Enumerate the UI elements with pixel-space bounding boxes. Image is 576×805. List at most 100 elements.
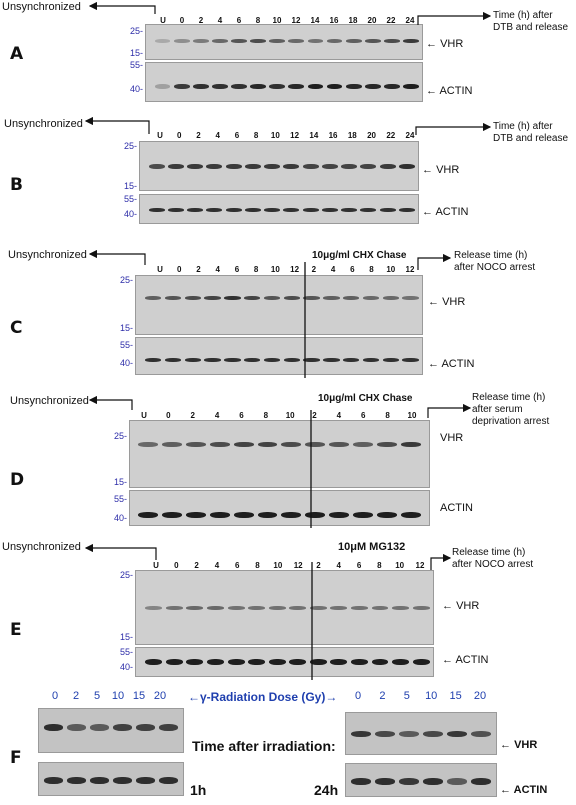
release-arrow-e bbox=[430, 553, 452, 570]
blot-d-vhr bbox=[129, 420, 430, 488]
release-arrow-a bbox=[417, 11, 492, 25]
lane-label: 4 bbox=[336, 561, 341, 570]
band bbox=[224, 296, 241, 301]
band bbox=[329, 512, 350, 519]
band bbox=[66, 724, 87, 732]
lane-label: 12 bbox=[291, 16, 301, 25]
band bbox=[164, 357, 182, 362]
lane-label: 0 bbox=[166, 411, 171, 420]
blot-f-1h-vhr bbox=[38, 708, 184, 753]
band bbox=[161, 442, 182, 448]
band bbox=[326, 38, 343, 43]
unsync-label-a: Unsynchronized bbox=[2, 1, 81, 13]
band bbox=[184, 296, 201, 301]
dose-label: 2 bbox=[379, 690, 386, 702]
unsync-arrow-a bbox=[88, 1, 156, 14]
band bbox=[364, 38, 381, 43]
lane-label: 6 bbox=[234, 265, 240, 274]
condition-label-d: 10μg/ml CHX Chase bbox=[318, 393, 413, 404]
lane-labels-b: U 0 2 4 6 8 10 12 14 16 18 20 22 24 bbox=[0, 131, 576, 141]
mw-markers-d: 25- 15- 55- 40- bbox=[113, 431, 127, 523]
band bbox=[330, 606, 348, 611]
lane-label: 8 bbox=[253, 265, 259, 274]
band bbox=[244, 163, 261, 169]
lane-label: 8 bbox=[385, 411, 390, 420]
dose-label: 15 bbox=[132, 690, 146, 702]
band bbox=[243, 357, 261, 362]
vhr-label-a: ← VHR bbox=[426, 38, 464, 50]
band bbox=[227, 606, 245, 611]
release-arrow-b bbox=[415, 122, 492, 135]
band bbox=[167, 208, 184, 213]
lane-label: 8 bbox=[369, 265, 374, 274]
band bbox=[307, 83, 324, 89]
band bbox=[302, 208, 319, 213]
band bbox=[225, 208, 242, 213]
band bbox=[398, 208, 415, 213]
band bbox=[289, 659, 307, 666]
band bbox=[423, 778, 443, 786]
band bbox=[379, 208, 396, 213]
lane-label: 4 bbox=[215, 265, 220, 274]
lane-label: 10 bbox=[272, 16, 282, 25]
actin-label-a: ← ACTIN bbox=[426, 85, 473, 97]
band bbox=[283, 296, 300, 301]
band bbox=[342, 296, 360, 301]
panel-label-e: E bbox=[10, 620, 22, 640]
band bbox=[303, 296, 320, 301]
band bbox=[148, 163, 165, 169]
band bbox=[187, 208, 204, 213]
band bbox=[137, 442, 158, 448]
band bbox=[192, 38, 209, 43]
band bbox=[112, 724, 133, 732]
lane-label: 24 bbox=[405, 16, 415, 25]
lane-label: 4 bbox=[214, 411, 220, 420]
band bbox=[283, 163, 300, 169]
band bbox=[144, 296, 162, 301]
band bbox=[231, 38, 247, 43]
band bbox=[302, 163, 319, 169]
band bbox=[135, 724, 156, 732]
band bbox=[377, 512, 398, 519]
lane-label: 20 bbox=[367, 131, 376, 140]
band bbox=[350, 659, 368, 666]
band bbox=[371, 606, 389, 611]
band bbox=[307, 38, 324, 43]
actin-label-c: ← ACTIN bbox=[428, 358, 475, 370]
mw-markers-a: 25- 15- 55- 40- bbox=[129, 26, 143, 94]
lane-label: 10 bbox=[273, 561, 283, 570]
band bbox=[399, 731, 419, 738]
vhr-label-f: ← VHR bbox=[500, 739, 538, 751]
vhr-label-d: VHR bbox=[440, 432, 464, 444]
mw-markers-e: 25- 15- 55- 40- bbox=[119, 570, 133, 672]
band bbox=[233, 512, 254, 519]
band bbox=[186, 659, 204, 666]
lane-label: 10 bbox=[270, 131, 280, 140]
band bbox=[167, 163, 184, 169]
band bbox=[173, 38, 190, 43]
lane-label: 10 bbox=[285, 411, 295, 420]
band bbox=[288, 38, 305, 43]
lane-label: 12 bbox=[415, 561, 425, 570]
band bbox=[204, 357, 221, 362]
band bbox=[362, 296, 380, 301]
lane-label: 12 bbox=[290, 265, 300, 274]
dose-label: 5 bbox=[93, 690, 101, 702]
band bbox=[399, 778, 419, 786]
band bbox=[329, 442, 350, 448]
band bbox=[248, 606, 266, 611]
band bbox=[173, 83, 190, 89]
mw-markers-b: 25- 15- 55- 40- bbox=[123, 141, 137, 219]
release-label-b: Time (h) after DTB and release bbox=[493, 121, 569, 144]
band bbox=[288, 83, 305, 89]
band bbox=[382, 296, 399, 301]
band bbox=[309, 606, 327, 611]
band bbox=[281, 512, 302, 519]
lane-label: 2 bbox=[312, 411, 317, 420]
band bbox=[401, 512, 421, 519]
band bbox=[412, 606, 430, 611]
dose-label: 2 bbox=[72, 690, 80, 702]
band bbox=[248, 659, 266, 666]
band bbox=[269, 83, 286, 89]
lane-label: 2 bbox=[311, 265, 317, 274]
